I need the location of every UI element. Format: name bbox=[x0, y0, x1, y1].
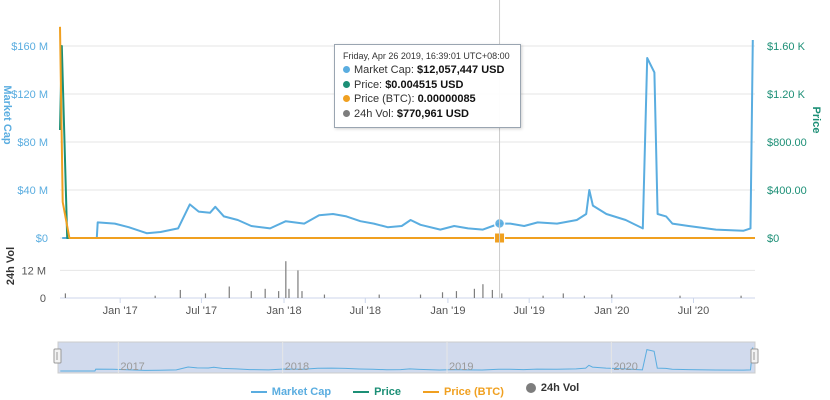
legend-item[interactable]: Market Cap bbox=[250, 386, 332, 398]
volume-bar bbox=[455, 291, 458, 298]
market-cap-line bbox=[62, 39, 754, 239]
volume-axis-tick-label: 12 M bbox=[22, 265, 46, 277]
navigator-series bbox=[60, 347, 754, 372]
volume-bar bbox=[501, 293, 503, 298]
tooltip-row-label: Price (BTC): bbox=[354, 93, 418, 105]
x-axis-tick-label: Jan '20 bbox=[594, 305, 629, 317]
tooltip-rows: Market Cap: $12,057,447 USD Price: $0.004… bbox=[343, 63, 512, 121]
right-axis-title: Price bbox=[810, 107, 822, 134]
legend-item[interactable]: Price bbox=[353, 386, 401, 398]
tooltip-row: Price (BTC): 0.00000085 bbox=[343, 92, 512, 107]
left-axis-tick-label: $40 M bbox=[17, 185, 48, 197]
volume-bar bbox=[323, 294, 326, 298]
x-axis-tick-label: Jan '19 bbox=[430, 305, 465, 317]
tooltip-row: Price: $0.004515 USD bbox=[343, 78, 512, 93]
tooltip-row: 24h Vol: $770,961 USD bbox=[343, 107, 512, 122]
right-axis-tick-label: $1.60 K bbox=[767, 41, 806, 53]
tooltip-row-value: $12,057,447 USD bbox=[416, 64, 505, 76]
axes: $160 M $120 M $80 M $40 M $0 $1.60 K $1.20 K $8… bbox=[1, 41, 822, 317]
left-axis-tick-label: $0 bbox=[36, 233, 48, 245]
x-axis-tick-label: Jul '20 bbox=[678, 305, 709, 317]
navigator-label: 2020 bbox=[613, 361, 637, 373]
x-axis-tick-label: Jan '18 bbox=[266, 305, 301, 317]
legend-label: Price (BTC) bbox=[444, 386, 504, 398]
navigator-label: 2018 bbox=[285, 361, 309, 373]
tooltip-row-value: $0.004515 USD bbox=[385, 78, 464, 91]
tooltip-row-value: 0.00000085 bbox=[417, 93, 476, 105]
volume-bar bbox=[482, 284, 484, 298]
price-btc-line bbox=[59, 26, 755, 239]
legend-label: Market Cap bbox=[271, 386, 332, 398]
volume-bar bbox=[301, 291, 303, 298]
legend-swatch bbox=[353, 391, 370, 393]
navigator-selection[interactable] bbox=[57, 341, 756, 374]
left-axis-tick-label: $80 M bbox=[17, 137, 48, 149]
legend-item[interactable]: Price (BTC) bbox=[423, 386, 504, 398]
volume-bar bbox=[542, 295, 544, 298]
volume-bar bbox=[562, 293, 564, 298]
x-axis-tick-label: Jan '17 bbox=[103, 305, 138, 317]
legend-swatch bbox=[525, 383, 536, 393]
volume-bar bbox=[611, 294, 613, 298]
right-axis-tick-label: $1.20 K bbox=[767, 89, 806, 101]
legend-item[interactable]: 24h Vol bbox=[525, 382, 580, 394]
volume-bar bbox=[378, 294, 380, 298]
tooltip-series-dot bbox=[343, 66, 350, 73]
tooltip: Friday, Apr 26 2019, 16:39:01 UTC+08:00 … bbox=[334, 44, 521, 128]
volume-bar bbox=[491, 289, 493, 298]
legend-swatch bbox=[250, 391, 267, 393]
volume-bar bbox=[297, 270, 299, 298]
tooltip-series-dot bbox=[343, 80, 350, 88]
tooltip-row-label: 24h Vol: bbox=[354, 107, 397, 120]
navigator-label: 2017 bbox=[120, 361, 144, 373]
volume-bar bbox=[740, 295, 742, 298]
x-axis-tick-label: Jul '17 bbox=[186, 305, 217, 317]
x-axis-tick-label: Jul '19 bbox=[513, 305, 544, 317]
legend-label: Price bbox=[374, 386, 401, 398]
left-axis-title: Market Cap bbox=[1, 85, 13, 145]
x-axis-tick-label: Jul '18 bbox=[350, 305, 381, 317]
volume-bar bbox=[64, 293, 66, 298]
volume-bar bbox=[179, 289, 181, 298]
volume-bar bbox=[679, 295, 681, 298]
volume-bar bbox=[473, 288, 475, 298]
left-axis-tick-label: $120 M bbox=[11, 89, 48, 101]
tooltip-row-label: Market Cap: bbox=[354, 64, 417, 76]
tooltip-series-dot bbox=[343, 95, 350, 102]
volume-bar bbox=[264, 288, 266, 298]
volume-bar bbox=[204, 293, 207, 298]
volume-bar bbox=[583, 295, 585, 298]
volume-axis-title: 24h Vol bbox=[5, 247, 17, 285]
tooltip-row: Market Cap: $12,057,447 USD bbox=[343, 63, 512, 78]
volume-bar bbox=[441, 292, 444, 298]
volume-bar bbox=[250, 291, 252, 298]
tooltip-row-label: Price: bbox=[354, 78, 386, 91]
legend-label: 24h Vol bbox=[540, 382, 580, 394]
legend-swatch bbox=[423, 391, 439, 393]
right-axis-tick-label: $0 bbox=[767, 233, 779, 245]
volume-bar bbox=[285, 261, 287, 298]
right-axis-tick-label: $800.00 bbox=[767, 137, 807, 149]
volume-bar bbox=[154, 295, 156, 298]
tooltip-series-dot bbox=[343, 109, 350, 117]
volume-bar bbox=[419, 294, 422, 298]
volume-axis-tick-label: 0 bbox=[40, 293, 46, 305]
tooltip-date: Friday, Apr 26 2019, 16:39:01 UTC+08:00 bbox=[343, 51, 510, 61]
volume-bar bbox=[278, 291, 280, 298]
volume-bar bbox=[288, 288, 290, 298]
legend: Market Cap Price Price (BTC) 24h Vol bbox=[0, 382, 830, 398]
right-axis-tick-label: $400.00 bbox=[767, 185, 807, 197]
volume-bar bbox=[228, 286, 230, 298]
navigator-label: 2019 bbox=[449, 361, 473, 373]
navigator[interactable]: 2017 2018 2019 2020 bbox=[53, 341, 759, 374]
left-axis-tick-label: $160 M bbox=[11, 41, 48, 53]
tooltip-row-value: $770,961 USD bbox=[396, 107, 469, 120]
